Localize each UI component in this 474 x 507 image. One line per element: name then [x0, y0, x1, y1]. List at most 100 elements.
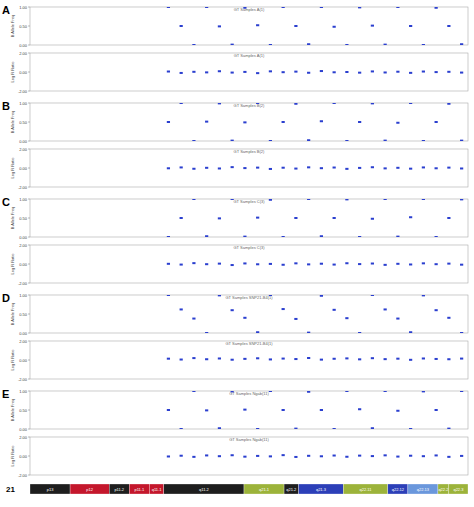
- snp-point: [231, 264, 234, 266]
- snp-point: [422, 199, 425, 200]
- snp-point: [447, 358, 450, 360]
- snp-point: [205, 121, 208, 123]
- snp-point: [422, 44, 425, 45]
- snp-point: [384, 264, 387, 266]
- snp-point: [282, 7, 285, 8]
- snp-point: [243, 167, 246, 169]
- snp-point: [307, 455, 310, 457]
- snp-point: [358, 332, 361, 333]
- snp-point: [460, 43, 463, 45]
- track-title: GT Samples C(3): [233, 199, 265, 204]
- track: GT Samples Ngab(11)B Allele Freq0.000.50…: [10, 389, 468, 432]
- snp-point: [384, 358, 387, 360]
- snp-point: [460, 72, 463, 74]
- snp-point: [447, 71, 450, 73]
- snp-point: [294, 428, 297, 429]
- snp-point: [307, 263, 310, 265]
- band-label: p12: [86, 487, 93, 492]
- snp-point: [192, 140, 195, 141]
- snp-point: [192, 44, 195, 45]
- y-label: B Allele Freq: [10, 111, 15, 134]
- snp-point: [435, 358, 438, 360]
- band-label: q21.1: [259, 487, 270, 492]
- track-title: GT Samples A(1): [234, 53, 265, 58]
- track: GT Samples SNP21-B4(1)B Allele Freq0.000…: [10, 293, 468, 336]
- snp-point: [371, 263, 374, 265]
- y-tick: [28, 360, 30, 361]
- snp-point: [167, 263, 170, 265]
- band: [149, 484, 164, 494]
- y-tick: [28, 264, 30, 265]
- y-tick-label: 0.00: [19, 358, 28, 363]
- snp-point: [243, 456, 246, 458]
- band-label: q22.3: [453, 487, 464, 492]
- y-tick: [28, 53, 30, 54]
- snp-point: [320, 359, 323, 361]
- panel-label: A: [2, 4, 10, 16]
- snp-point: [294, 71, 297, 73]
- snp-point: [180, 217, 183, 219]
- snp-point: [294, 318, 297, 320]
- snp-point: [269, 44, 272, 45]
- snp-point: [460, 358, 463, 360]
- snp-point: [409, 103, 412, 104]
- snp-point: [269, 263, 272, 265]
- snp-point: [269, 455, 272, 457]
- snp-point: [384, 167, 387, 169]
- snp-point: [231, 454, 234, 456]
- snp-point: [409, 168, 412, 170]
- y-tick: [28, 91, 30, 92]
- snp-point: [358, 263, 361, 265]
- snp-point: [269, 391, 272, 392]
- y-tick: [28, 149, 30, 150]
- snp-point: [320, 70, 323, 72]
- snp-point: [396, 456, 399, 458]
- panel-label: C: [2, 196, 10, 208]
- band-label: p11.2: [114, 487, 124, 492]
- snp-point: [192, 168, 195, 170]
- plot-frame: [30, 199, 468, 237]
- snp-point: [320, 7, 323, 8]
- snp-point: [307, 357, 310, 359]
- snp-point: [422, 71, 425, 73]
- snp-point: [231, 166, 234, 168]
- snp-point: [231, 140, 234, 141]
- snp-point: [218, 357, 221, 359]
- snp-point: [205, 7, 208, 8]
- snp-point: [422, 357, 425, 359]
- snp-point: [192, 262, 195, 264]
- snp-point: [358, 408, 361, 410]
- snp-point: [256, 217, 259, 219]
- snp-point: [205, 167, 208, 169]
- snp-point: [167, 409, 170, 411]
- snp-point: [358, 72, 361, 74]
- plot-frame: [30, 245, 468, 283]
- snp-point: [358, 358, 361, 360]
- snp-point: [460, 167, 463, 169]
- track: GT Samples A(1)Log R Ratio-2.000.002.00: [10, 51, 468, 94]
- snp-point: [294, 456, 297, 458]
- snp-point: [384, 308, 387, 310]
- snp-point: [180, 103, 183, 104]
- snp-point: [396, 71, 399, 73]
- snp-point: [447, 263, 450, 265]
- snp-point: [358, 236, 361, 237]
- y-tick-label: 1.00: [19, 389, 28, 394]
- snp-point: [205, 71, 208, 73]
- snp-point: [243, 262, 246, 264]
- track-title: GT Samples Ngab(11): [229, 391, 269, 396]
- snp-point: [256, 428, 259, 429]
- snp-point: [435, 309, 438, 311]
- y-tick-label: -2.00: [18, 377, 28, 382]
- snp-point: [294, 25, 297, 27]
- points: [167, 199, 463, 237]
- snp-point: [358, 121, 361, 123]
- y-tick-label: 1.00: [19, 101, 28, 106]
- y-tick: [28, 333, 30, 334]
- track: GT Samples B(2)Log R Ratio-2.000.002.00: [10, 147, 468, 190]
- band: [70, 484, 109, 494]
- points: [167, 295, 463, 333]
- snp-point: [192, 318, 195, 320]
- snp-point: [294, 168, 297, 170]
- snp-point: [218, 25, 221, 27]
